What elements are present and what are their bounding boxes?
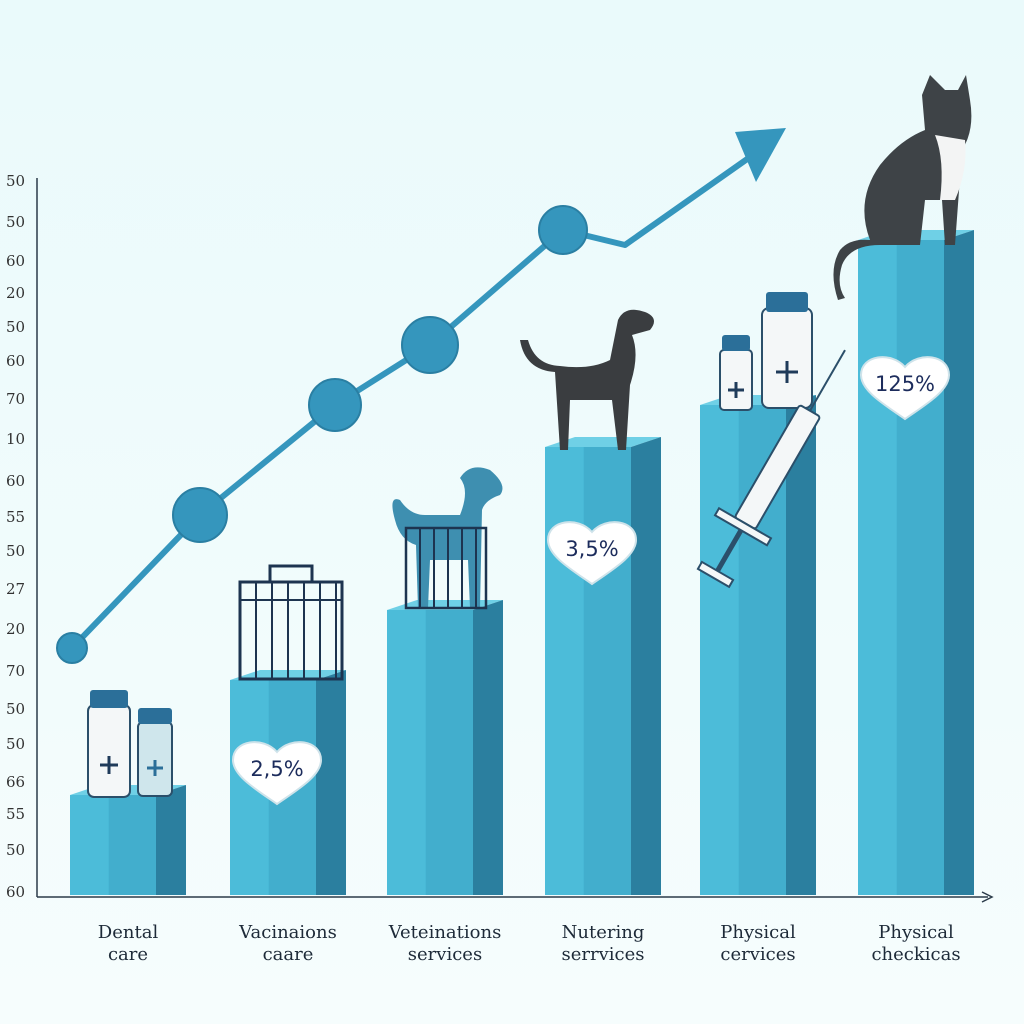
axis-label: 20 [6, 284, 25, 302]
axis-label: 60 [6, 252, 25, 270]
bottle-icon [761, 307, 813, 409]
bar-top [545, 437, 661, 447]
bottle-icon [87, 704, 131, 798]
axis-label: 27 [6, 580, 25, 598]
dog-icon [520, 309, 654, 450]
heart-badge [859, 356, 951, 421]
bottle-icon [137, 721, 173, 797]
plus-icon [147, 760, 163, 776]
badge-label: 125% [875, 372, 935, 396]
bar-side [944, 230, 974, 895]
axis-label: 50 [6, 841, 25, 859]
axis-label: 60 [6, 352, 25, 370]
trend-point [56, 632, 88, 664]
bottle-cap [722, 335, 750, 351]
heart-badge [231, 741, 323, 806]
axis-label: 50 [6, 318, 25, 336]
category-label: checkicas [871, 944, 960, 965]
bottle-cap [138, 708, 172, 724]
syringe-icon [696, 349, 846, 589]
axis-label: 60 [6, 472, 25, 490]
category-label: Dental [98, 922, 159, 943]
bottle-icon [719, 349, 753, 411]
axis-label: 50 [6, 172, 25, 190]
badge-label: 2,5% [250, 757, 303, 781]
bottle-cap [766, 292, 808, 312]
plus-icon [100, 756, 118, 774]
cage-icon [404, 526, 488, 610]
bar-side [631, 437, 661, 895]
plus-icon [728, 382, 744, 398]
bar-side [316, 670, 346, 895]
labels: 50 50 60 20 50 60 70 10 60 55 50 27 20 70 50 50 66 55 50 60… [6, 172, 961, 965]
cat-icon [833, 75, 972, 300]
cage-bars [240, 582, 342, 679]
axis-label: 50 [6, 735, 25, 753]
category-label: services [408, 944, 482, 965]
badge-label: 3,5% [565, 537, 618, 561]
axes [36, 178, 994, 903]
cat-chest [935, 135, 966, 200]
trend-point [538, 205, 588, 255]
bottle-cap [90, 690, 128, 708]
axis-label: 50 [6, 542, 25, 560]
category-label: Physical [720, 922, 796, 943]
category-label: Veteinations [388, 922, 502, 943]
category-label: Physical [878, 922, 954, 943]
cage-handle [268, 564, 314, 582]
category-label: Nutering [562, 922, 645, 943]
axis-label: 70 [6, 662, 25, 680]
axis-label: 50 [6, 213, 25, 231]
axis-label: 70 [6, 390, 25, 408]
axis-label: 50 [6, 700, 25, 718]
heart-badge [546, 521, 638, 586]
bar-side [156, 785, 186, 895]
x-axis-arrow [981, 891, 994, 903]
axis-label: 60 [6, 883, 25, 901]
axis-label: 10 [6, 430, 25, 448]
category-label: serrvices [562, 944, 645, 965]
category-label: Vacinaions [238, 922, 337, 943]
trend-point [401, 316, 459, 374]
bars [70, 230, 974, 895]
category-label: caare [263, 944, 314, 965]
bar-side [786, 395, 816, 895]
axis-label: 20 [6, 620, 25, 638]
axis-label: 55 [6, 508, 25, 526]
plus-icon [776, 361, 798, 383]
bar-shade [108, 795, 156, 895]
axis-label: 55 [6, 805, 25, 823]
trend-point [172, 487, 228, 543]
cage-icon [238, 580, 344, 681]
trend-point [308, 378, 362, 432]
bar-shade [896, 240, 944, 895]
bar-side [473, 600, 503, 895]
trend-line [56, 128, 786, 664]
trend-arrowhead [735, 128, 786, 182]
category-label: cervices [720, 944, 795, 965]
bar-shade [583, 447, 631, 895]
icons [87, 75, 972, 798]
bar-shade [425, 610, 473, 895]
category-label: care [108, 944, 148, 965]
axis-label: 66 [6, 773, 25, 791]
cage-bars [419, 528, 477, 608]
